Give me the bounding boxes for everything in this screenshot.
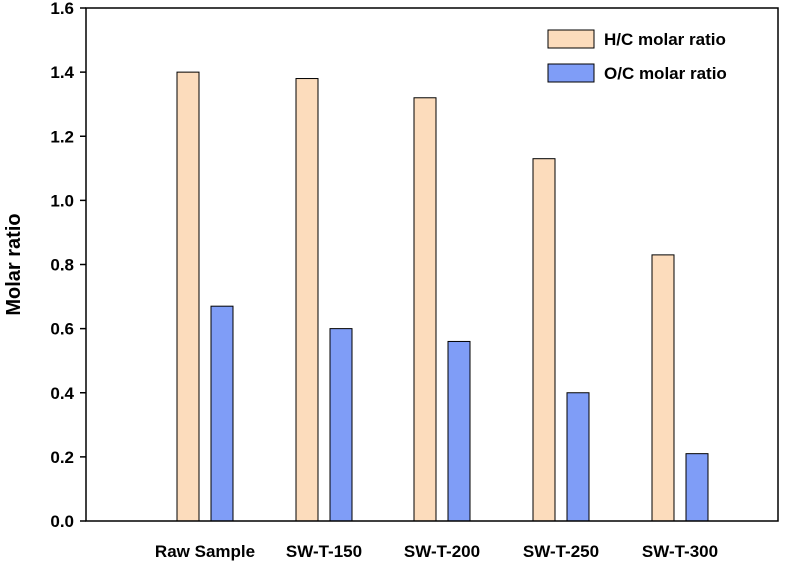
y-tick-label: 0.2 bbox=[50, 448, 74, 467]
x-tick-label: SW-T-300 bbox=[642, 542, 718, 561]
x-tick-label: SW-T-150 bbox=[286, 542, 362, 561]
y-tick-label: 1.2 bbox=[50, 127, 74, 146]
bar-hc-0 bbox=[176, 71, 200, 522]
y-tick-label: 1.6 bbox=[50, 0, 74, 18]
y-tick-label: 0.0 bbox=[50, 512, 74, 531]
x-tick-label: Raw Sample bbox=[155, 542, 255, 561]
x-tick-label: SW-T-200 bbox=[404, 542, 480, 561]
legend-label-oc: O/C molar ratio bbox=[604, 64, 727, 83]
x-tick-label: SW-T-250 bbox=[523, 542, 599, 561]
y-tick-label: 1.0 bbox=[50, 191, 74, 210]
legend-swatch-oc bbox=[547, 63, 595, 83]
bar-oc-3 bbox=[566, 392, 590, 522]
bar-oc-1 bbox=[329, 328, 353, 522]
y-tick-label: 0.4 bbox=[50, 384, 74, 403]
y-tick-label: 0.8 bbox=[50, 256, 74, 275]
bar-hc-3 bbox=[532, 158, 556, 522]
y-axis-title: Molar ratio bbox=[3, 213, 25, 315]
legend-label-hc: H/C molar ratio bbox=[604, 30, 726, 49]
x-axis: Raw Sample SW-T-150 SW-T-200 SW-T-250 SW-T-3… bbox=[155, 542, 718, 561]
y-axis: 0.0 0.2 0.4 0.6 0.8 1.0 1.2 1.4 1.6 bbox=[50, 0, 86, 531]
bar-hc-1 bbox=[295, 78, 319, 522]
y-tick-label: 0.6 bbox=[50, 320, 74, 339]
bar-hc-2 bbox=[413, 97, 437, 522]
legend: H/C molar ratio O/C molar ratio bbox=[547, 29, 727, 83]
y-tick-label: 1.4 bbox=[50, 63, 74, 82]
legend-swatch-hc bbox=[547, 29, 595, 49]
bar-oc-4 bbox=[685, 453, 709, 522]
bar-hc-4 bbox=[651, 254, 675, 522]
bar-oc-2 bbox=[447, 340, 471, 522]
bars-layer bbox=[176, 71, 709, 522]
bar-oc-0 bbox=[210, 305, 234, 522]
